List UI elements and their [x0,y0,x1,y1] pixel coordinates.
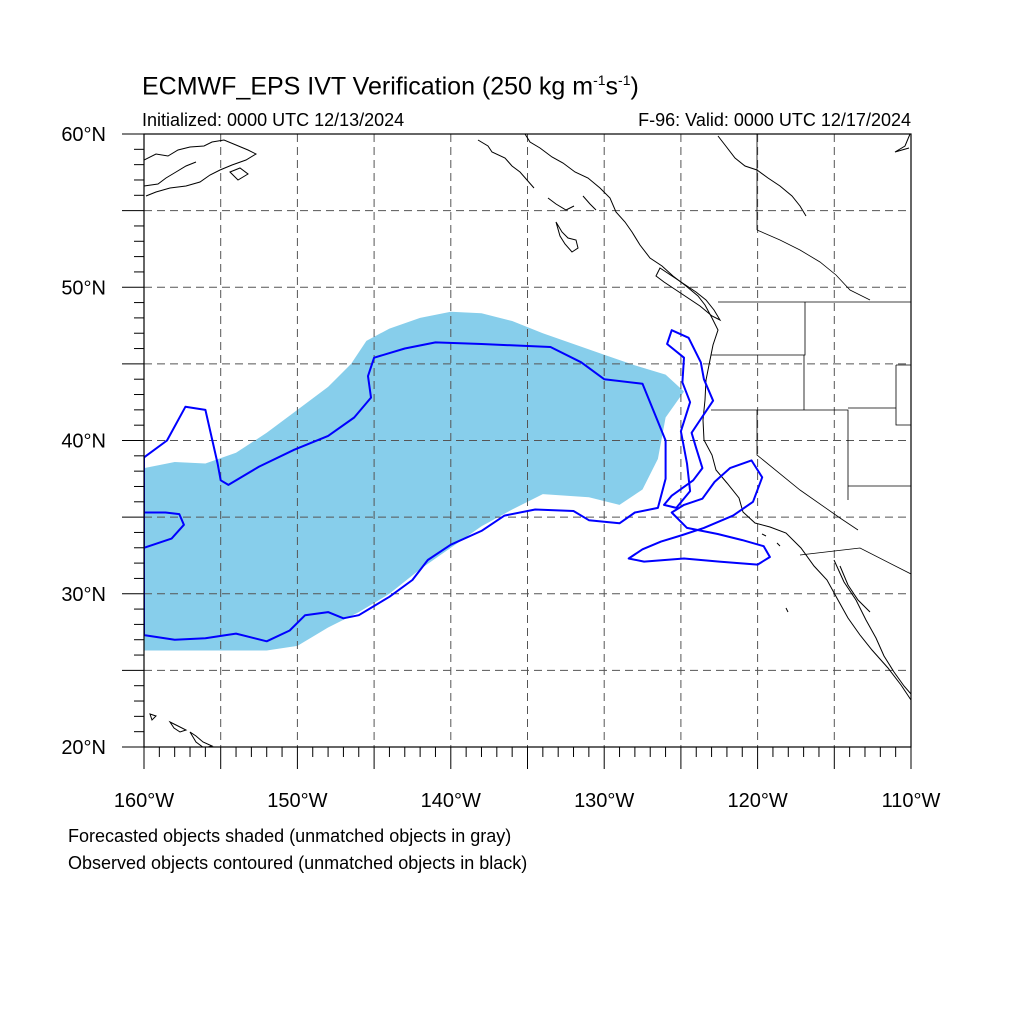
observed-object-main [144,341,667,643]
chart-title: ECMWF_EPS IVT Verification (250 kg m-1s-… [142,72,639,101]
valid-time-label: F-96: Valid: 0000 UTC 12/17/2024 [638,110,911,130]
y-tick-label: 20°N [61,737,106,759]
coastline-alaska-islands [144,139,597,253]
x-tick-label: 150°W [267,790,327,812]
observed-object-west-notch [144,511,185,549]
axis-ticks [122,133,912,769]
channel-islands [761,533,789,613]
y-tick-label: 50°N [61,277,106,299]
forecast-object [144,311,684,651]
caption-observed: Observed objects contoured (unmatched ob… [68,853,528,873]
x-tick-label: 160°W [114,790,174,812]
coastline-vancouver-island [655,267,722,322]
coastline-north-america [524,134,911,701]
x-tick-label: 130°W [574,790,634,812]
forecast-layer [144,311,684,651]
caption-forecast: Forecasted objects shaded (unmatched obj… [68,826,512,846]
axis-labels: 60°N 50°N 40°N 30°N 20°N 160°W 150°W 140°W 130°W… [61,124,940,812]
observed-object-coast-north [663,329,715,509]
coastlines [144,134,911,747]
init-time-label: Initialized: 0000 UTC 12/13/2024 [142,110,405,130]
political-borders [711,134,911,575]
title-close: ) [630,72,639,101]
x-tick-label: 140°W [421,790,481,812]
hawaii-islands [149,713,214,747]
title-exponent-1: -1 [593,72,606,88]
alaska-canada-border [756,134,871,301]
baja-peninsula [833,559,911,695]
x-tick-label: 120°W [727,790,787,812]
y-tick-label: 40°N [61,431,106,453]
state-borders-west [711,302,911,575]
x-tick-label: 110°W [882,790,941,812]
title-text: ECMWF_EPS IVT Verification (250 kg m [142,72,594,101]
y-tick-label: 60°N [61,124,106,146]
y-tick-label: 30°N [61,584,106,606]
observed-layer [144,329,771,643]
gridlines [144,134,911,747]
title-text-s: s [605,72,619,101]
title-exponent-2: -1 [618,72,631,88]
observed-object-coast-south [627,459,771,566]
